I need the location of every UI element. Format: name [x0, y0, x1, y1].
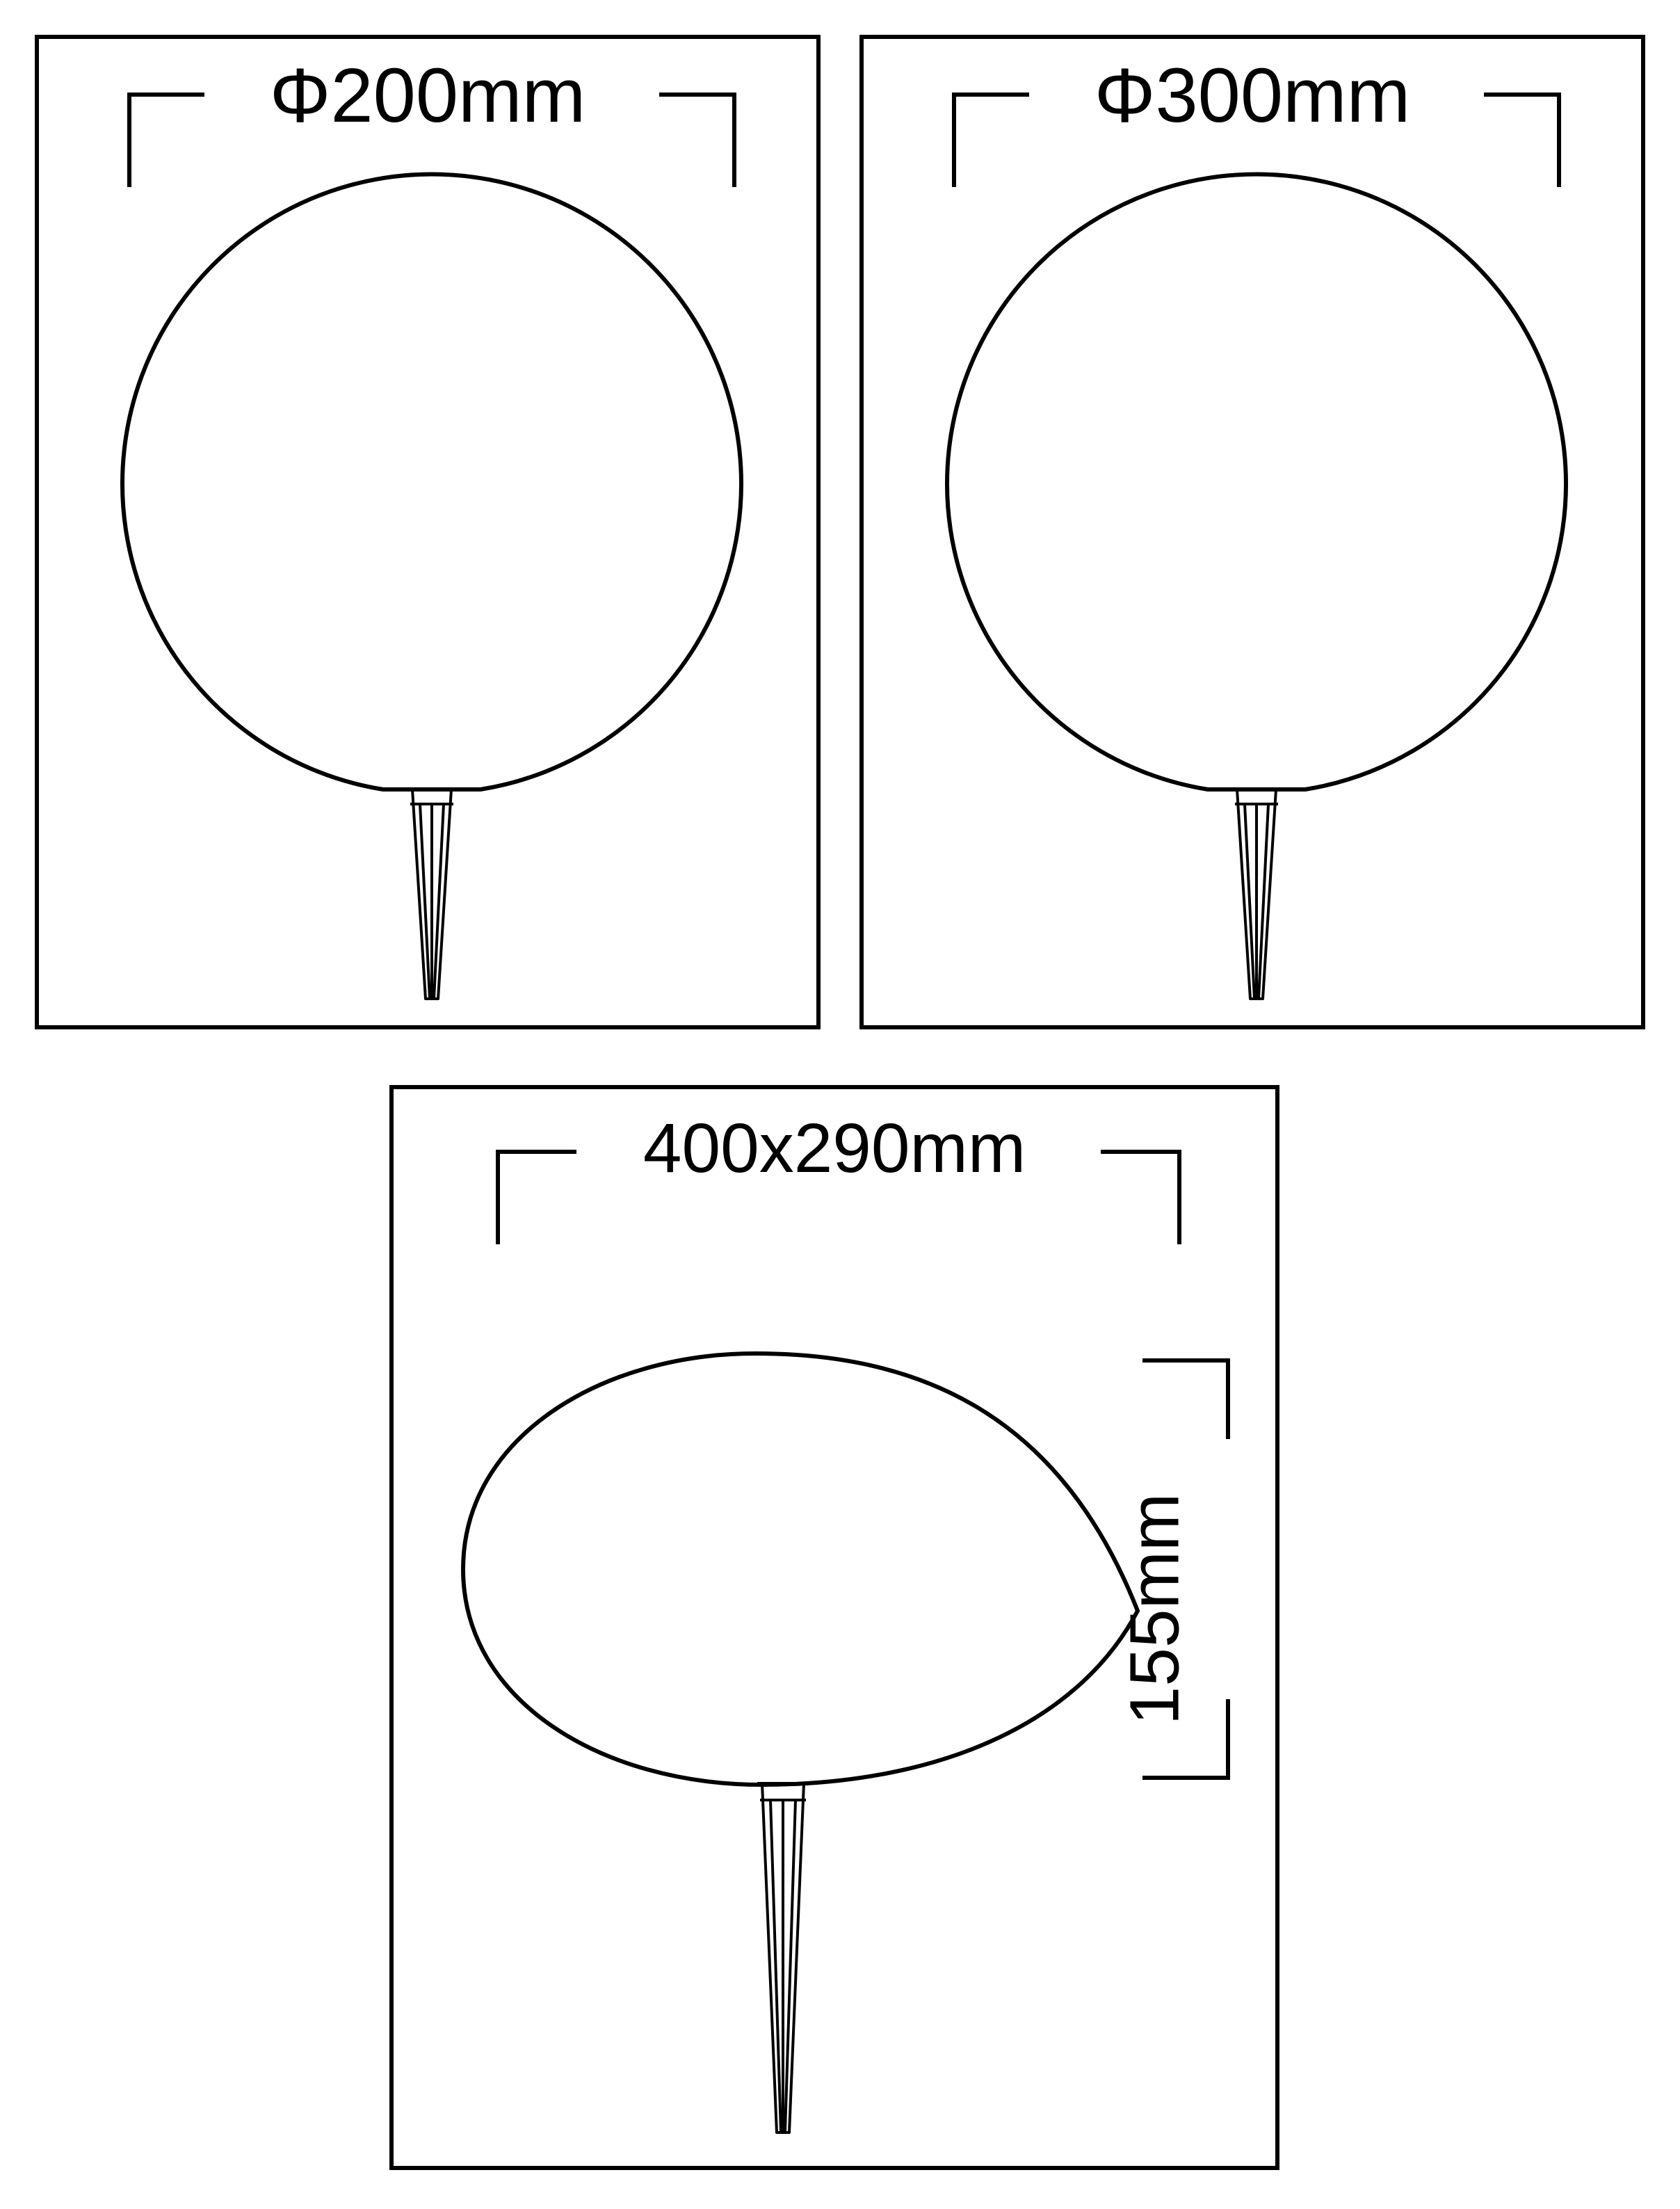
- dimension-label-stone-top: 400x290mm: [394, 1109, 1275, 1189]
- panel-sphere-300: Φ300mm: [859, 35, 1645, 1029]
- dimension-label-sphere-200: Φ200mm: [39, 51, 816, 140]
- panel-sphere-200: Φ200mm: [35, 35, 821, 1029]
- dimension-label-sphere-300: Φ300mm: [864, 51, 1641, 140]
- ground-spike: [407, 789, 456, 999]
- stone-outline: [463, 1353, 1138, 1785]
- sphere-outline: [122, 175, 741, 789]
- ground-spike: [1232, 789, 1281, 999]
- page: Φ200mm Φ300mm: [0, 0, 1680, 2209]
- ground-spike: [757, 1783, 809, 2132]
- sphere-outline: [947, 175, 1566, 789]
- panel-stone: 400x290mm 155mm: [389, 1085, 1279, 2170]
- dimension-label-stone-side: 155mm: [1115, 1493, 1195, 1725]
- drawing-sphere-200: [39, 39, 825, 1034]
- drawing-sphere-300: [864, 39, 1649, 1034]
